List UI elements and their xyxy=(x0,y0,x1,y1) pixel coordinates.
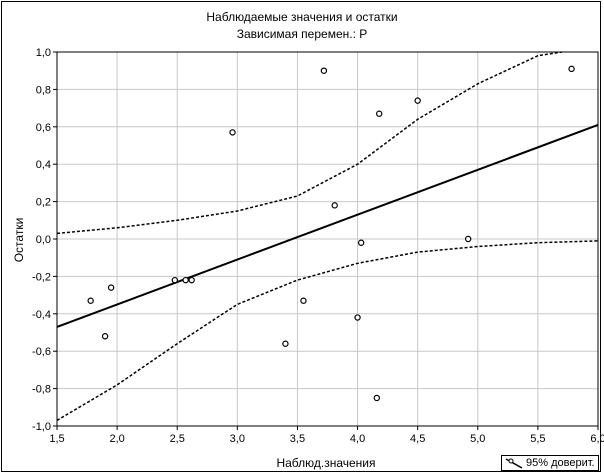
y-tick-label: 1,0 xyxy=(36,47,51,59)
data-point xyxy=(282,340,289,347)
y-tick-label: -1,0 xyxy=(32,421,51,433)
fit-line xyxy=(56,123,599,328)
x-tick-label: 4,5 xyxy=(410,433,425,445)
y-tick-label: -0,4 xyxy=(32,309,51,321)
data-point xyxy=(87,297,94,304)
data-point xyxy=(354,314,361,321)
data-point xyxy=(188,276,195,284)
data-point xyxy=(171,276,179,284)
regression-line xyxy=(56,123,599,328)
data-point xyxy=(107,284,115,291)
x-tick-label: 5,5 xyxy=(530,433,545,445)
chart-title: Наблюдаемые значения и остатки xyxy=(206,10,398,24)
legend: 95% доверит. xyxy=(501,455,599,471)
data-point xyxy=(101,333,109,340)
data-point xyxy=(414,97,421,104)
plot-area xyxy=(56,51,599,427)
data-point xyxy=(375,110,383,117)
x-tick-label: 2,0 xyxy=(109,433,124,445)
tick-labels: 1,5 2,0 2,5 3,0 3,5 4,0 4,5 5,0 5,5 6,0 1,0 0,8 0,6 0… xyxy=(32,47,604,445)
confidence-band xyxy=(56,51,599,422)
data-point xyxy=(320,67,328,74)
data-point xyxy=(568,65,575,73)
x-tick-label: 3,5 xyxy=(290,433,305,445)
confidence-upper-line xyxy=(56,51,563,235)
y-tick-label: -0,8 xyxy=(32,384,51,396)
y-axis-label: Остатки xyxy=(12,218,26,263)
x-tick-label: 5,0 xyxy=(470,433,485,445)
data-point xyxy=(331,202,338,209)
data-point xyxy=(300,297,307,304)
data-point xyxy=(373,394,380,402)
x-tick-label: 3,0 xyxy=(230,433,245,445)
y-tick-label: 0,0 xyxy=(36,234,51,246)
y-tick-label: 0,2 xyxy=(36,197,51,209)
legend-confidence-icon xyxy=(504,456,524,470)
x-tick-label: 4,0 xyxy=(350,433,365,445)
chart-subtitle: Зависимая перемен.: P xyxy=(236,27,368,41)
data-point xyxy=(357,239,365,246)
data-point xyxy=(229,129,236,136)
confidence-lower-line xyxy=(56,240,599,422)
x-tick-label: 1,5 xyxy=(49,433,64,445)
x-axis-label: Наблюд.значения xyxy=(276,456,375,470)
y-tick-label: 0,8 xyxy=(36,84,51,96)
y-tick-label: 0,6 xyxy=(36,122,51,134)
x-tick-label: 2,5 xyxy=(170,433,185,445)
data-point xyxy=(182,276,189,284)
grid xyxy=(53,51,599,430)
x-tick-label: 6,0 xyxy=(590,433,604,445)
legend-label: 95% доверит. xyxy=(526,457,595,469)
data-points xyxy=(87,65,575,402)
y-tick-label: -0,6 xyxy=(32,346,51,358)
y-tick-label: -0,2 xyxy=(32,271,51,283)
data-point xyxy=(464,235,472,243)
y-tick-label: 0,4 xyxy=(36,159,51,171)
